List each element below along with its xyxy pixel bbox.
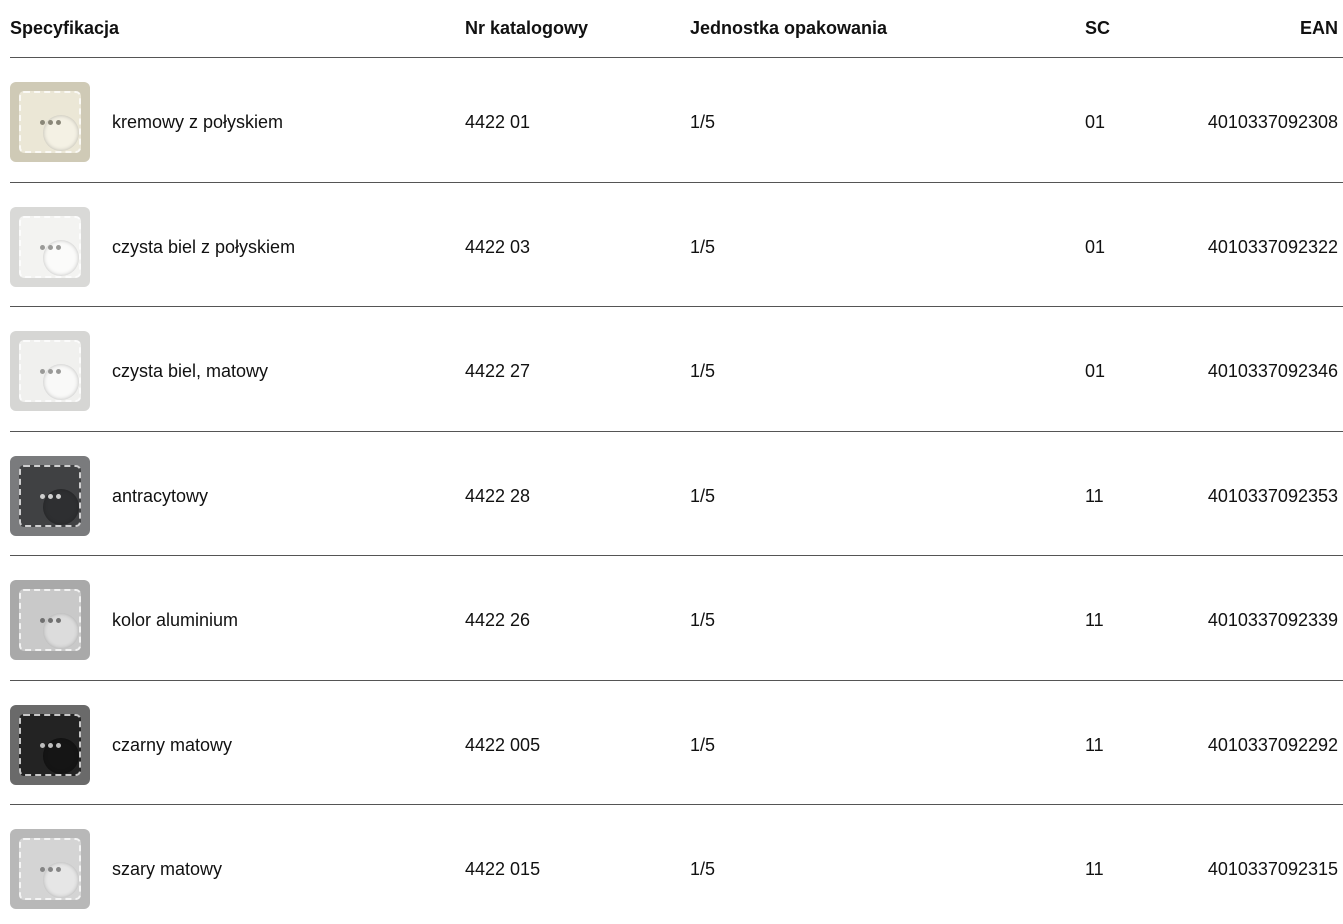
socket-face: [19, 91, 81, 153]
socket-pin: [55, 742, 61, 748]
cell-sc: 01: [1085, 112, 1106, 132]
product-thumbnail: [10, 331, 90, 411]
header-sc: SC: [1085, 18, 1111, 38]
cell-sc: 01: [1085, 361, 1106, 381]
cell-catalog-no: 4422 015: [465, 859, 541, 879]
row-divider: [10, 680, 1343, 681]
socket-pin: [39, 742, 45, 748]
socket-pin: [47, 244, 53, 250]
socket-pin: [39, 866, 45, 872]
cell-spec: kremowy z połyskiem: [112, 112, 284, 132]
socket-pin: [39, 119, 45, 125]
cell-spec: kolor aluminium: [112, 610, 239, 630]
cell-spec: czarny matowy: [112, 735, 233, 755]
socket-face: [19, 340, 81, 402]
cell-ean: 4010337092353: [1207, 486, 1338, 506]
cell-pack-unit: 1/5: [690, 486, 716, 506]
socket-pin: [47, 742, 53, 748]
cell-ean: 4010337092292: [1207, 735, 1338, 755]
cell-ean: 4010337092346: [1207, 361, 1338, 381]
product-thumbnail: [10, 705, 90, 785]
cell-spec: antracytowy: [112, 486, 209, 506]
cell-sc: 11: [1085, 735, 1104, 755]
cell-sc: 11: [1085, 610, 1104, 630]
cell-pack-unit: 1/5: [690, 112, 716, 132]
socket-face: [19, 216, 81, 278]
socket-pin: [55, 617, 61, 623]
header-catalog-no: Nr katalogowy: [465, 18, 589, 38]
header-pack-unit: Jednostka opakowania: [690, 18, 888, 38]
socket-pin: [55, 244, 61, 250]
header-spec: Specyfikacja: [10, 18, 120, 38]
cell-spec: czysta biel z połyskiem: [112, 237, 296, 257]
cell-sc: 11: [1085, 486, 1104, 506]
cell-ean: 4010337092339: [1207, 610, 1338, 630]
cell-pack-unit: 1/5: [690, 361, 716, 381]
cell-spec: szary matowy: [112, 859, 223, 879]
cell-catalog-no: 4422 28: [465, 486, 531, 506]
socket-pin: [47, 368, 53, 374]
socket-pin: [47, 617, 53, 623]
socket-face: [19, 465, 81, 527]
cell-catalog-no: 4422 27: [465, 361, 531, 381]
socket-pin: [55, 119, 61, 125]
product-thumbnail: [10, 207, 90, 287]
product-thumbnail: [10, 580, 90, 660]
row-divider: [10, 431, 1343, 432]
socket-pin: [39, 244, 45, 250]
socket-pin: [39, 617, 45, 623]
cell-sc: 11: [1085, 859, 1104, 879]
socket-pin: [55, 493, 61, 499]
socket-pin: [55, 866, 61, 872]
socket-face: [19, 838, 81, 900]
cell-ean: 4010337092315: [1207, 859, 1338, 879]
cell-catalog-no: 4422 03: [465, 237, 531, 257]
cell-catalog-no: 4422 005: [465, 735, 541, 755]
cell-catalog-no: 4422 26: [465, 610, 531, 630]
row-divider: [10, 182, 1343, 183]
row-divider: [10, 555, 1343, 556]
socket-face: [19, 714, 81, 776]
socket-pin: [47, 119, 53, 125]
product-thumbnail: [10, 456, 90, 536]
cell-spec: czysta biel, matowy: [112, 361, 269, 381]
socket-face: [19, 589, 81, 651]
row-divider: [10, 804, 1343, 805]
product-thumbnail: [10, 829, 90, 909]
socket-pin: [55, 368, 61, 374]
header-ean: EAN: [1299, 18, 1338, 38]
cell-ean: 4010337092308: [1207, 112, 1338, 132]
socket-pin: [39, 493, 45, 499]
socket-pin: [47, 866, 53, 872]
cell-pack-unit: 1/5: [690, 610, 716, 630]
row-divider: [10, 306, 1343, 307]
product-thumbnail: [10, 82, 90, 162]
cell-pack-unit: 1/5: [690, 735, 716, 755]
cell-pack-unit: 1/5: [690, 237, 716, 257]
cell-pack-unit: 1/5: [690, 859, 716, 879]
socket-pin: [47, 493, 53, 499]
cell-ean: 4010337092322: [1207, 237, 1338, 257]
socket-pin: [39, 368, 45, 374]
cell-sc: 01: [1085, 237, 1106, 257]
cell-catalog-no: 4422 01: [465, 112, 531, 132]
row-divider: [10, 57, 1343, 58]
